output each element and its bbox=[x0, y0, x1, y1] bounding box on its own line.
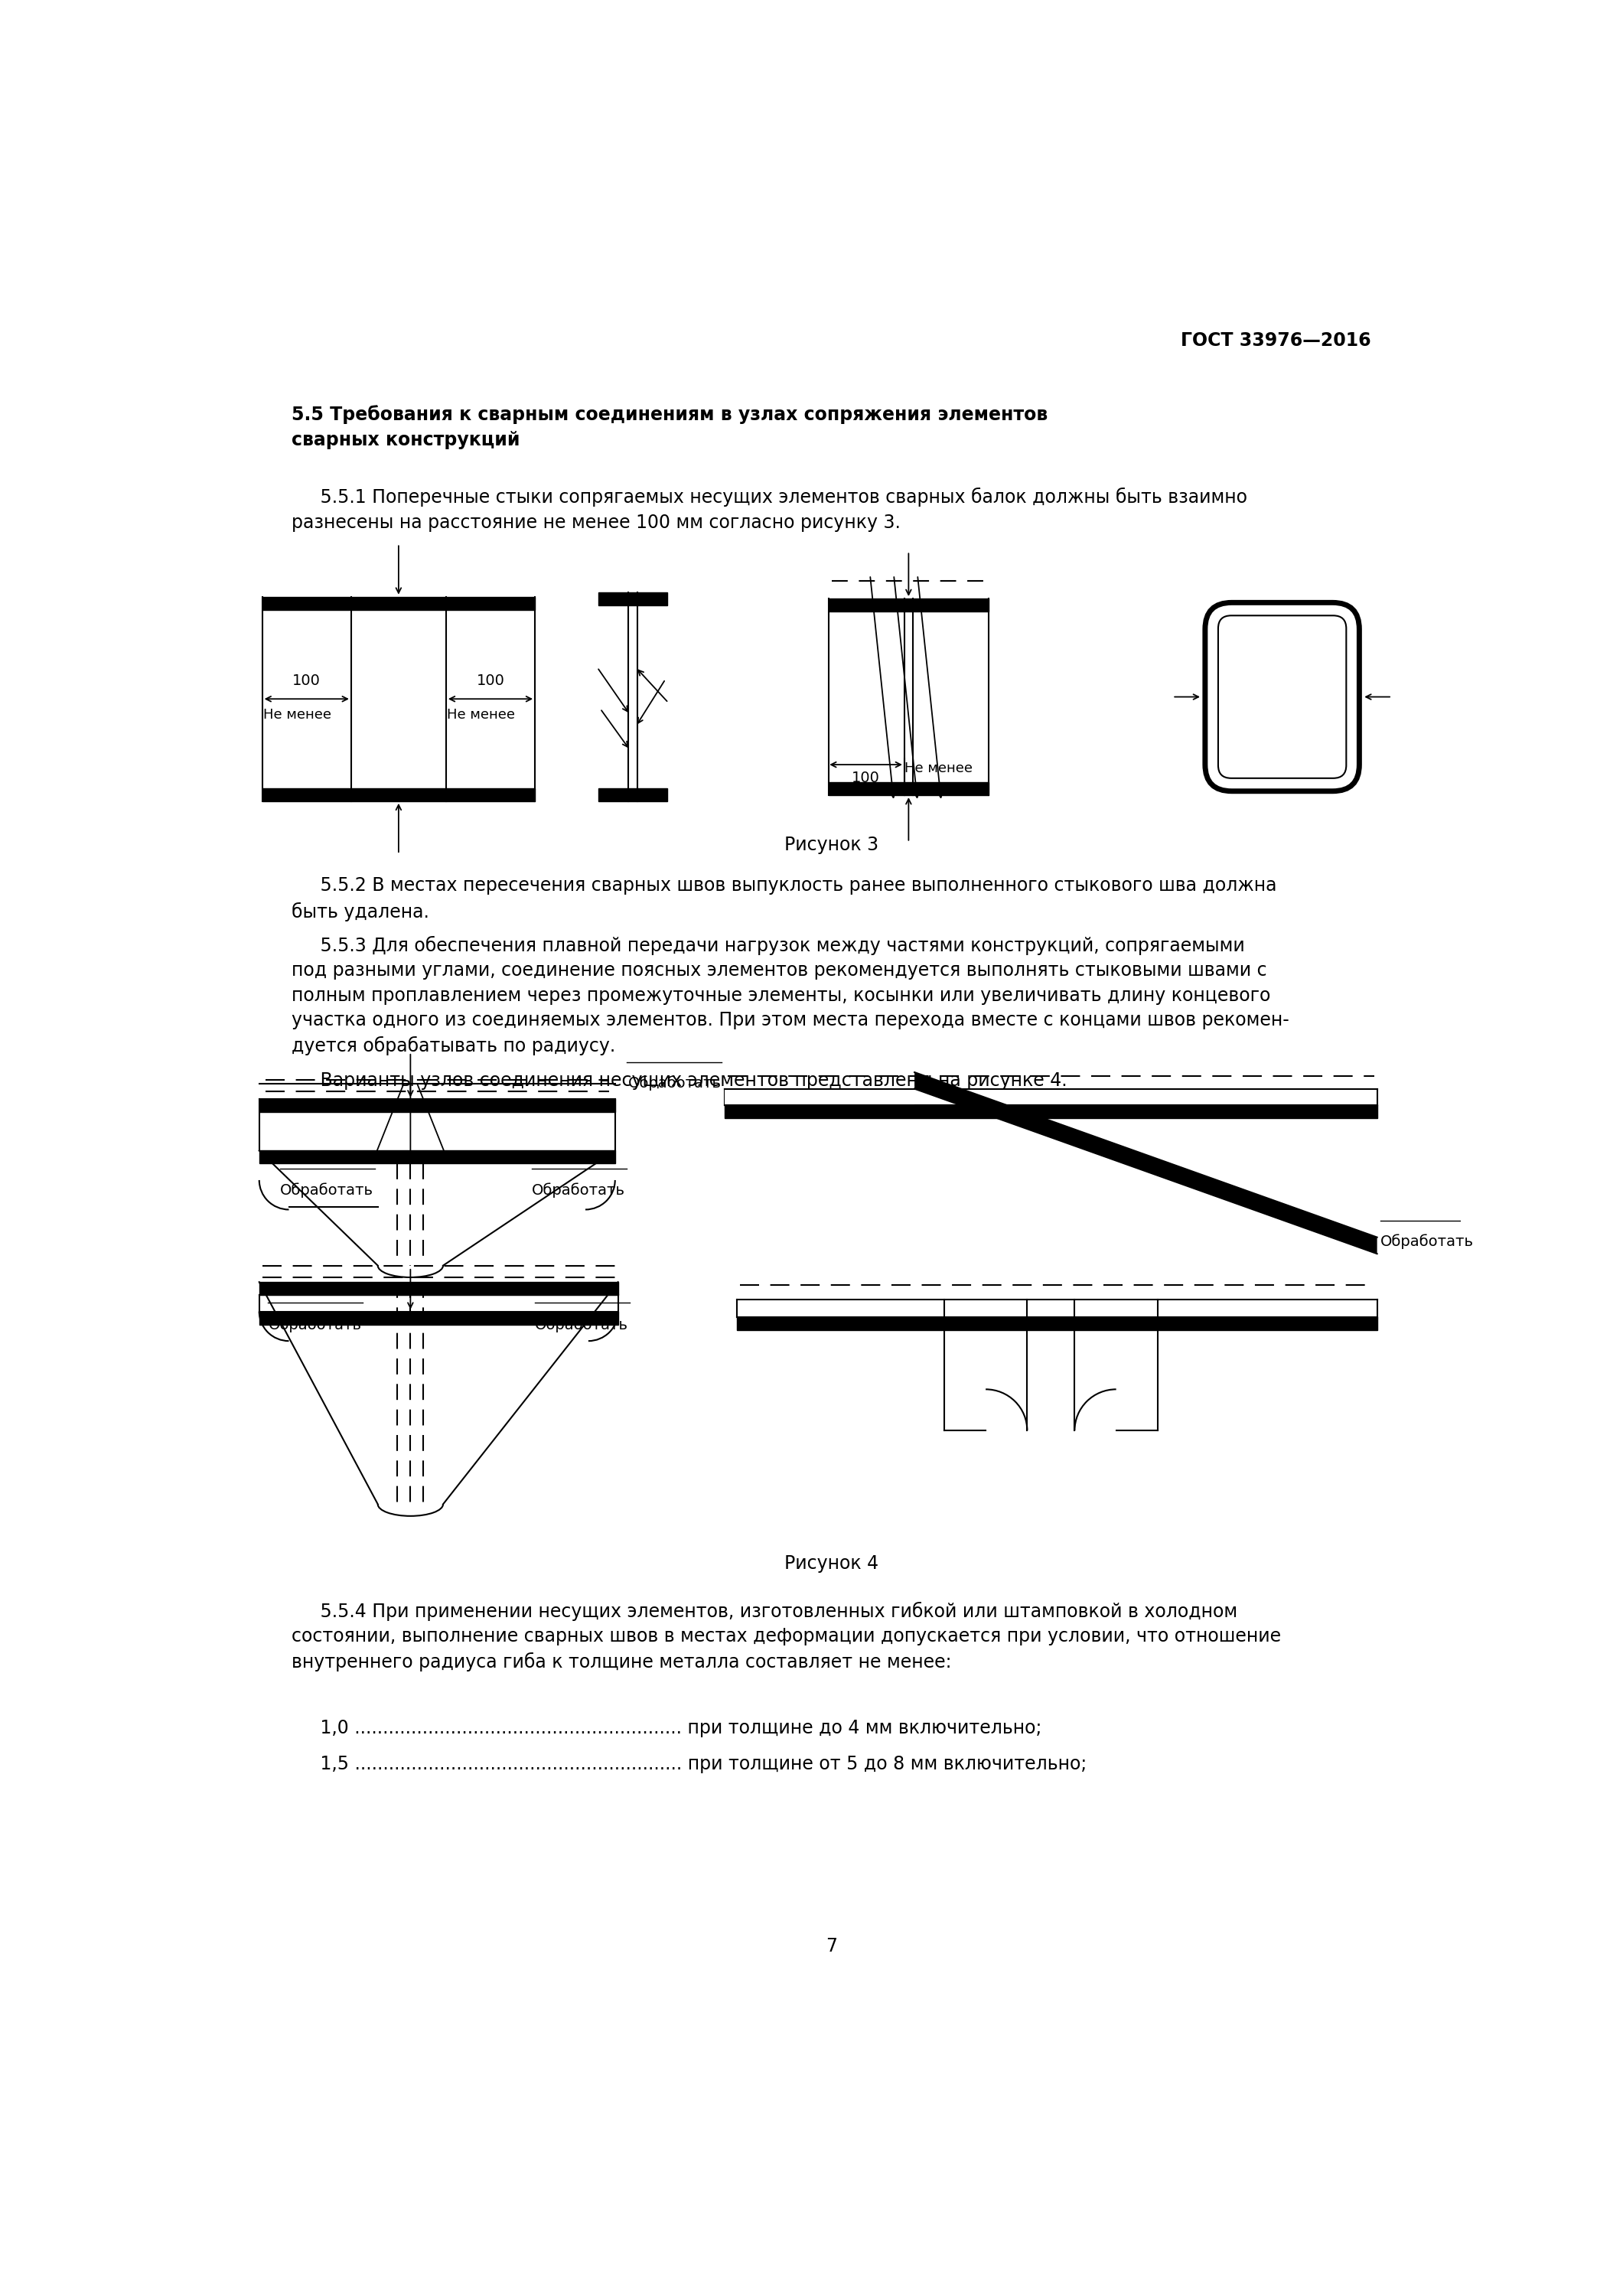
Text: 7: 7 bbox=[826, 1938, 837, 1956]
Text: Рисунок 3: Рисунок 3 bbox=[784, 836, 878, 854]
Bar bbox=[725, 1088, 914, 1104]
Text: 5.5.2 В местах пересечения сварных швов выпуклость ранее выполненного стыкового : 5.5.2 В местах пересечения сварных швов … bbox=[292, 877, 1277, 921]
Text: Обработать: Обработать bbox=[281, 1182, 373, 1199]
Bar bbox=[737, 1318, 1376, 1329]
Text: 5.5 Требования к сварным соединениям в узлах сопряжения элементов
сварных констр: 5.5 Требования к сварным соединениям в у… bbox=[292, 404, 1048, 450]
Bar bbox=[260, 1311, 618, 1325]
Text: Не менее: Не менее bbox=[263, 707, 331, 721]
Polygon shape bbox=[914, 1072, 1376, 1254]
Bar bbox=[263, 788, 536, 801]
FancyBboxPatch shape bbox=[1219, 615, 1345, 778]
Text: ГОСТ 33976—2016: ГОСТ 33976—2016 bbox=[1182, 331, 1371, 349]
FancyBboxPatch shape bbox=[1206, 602, 1360, 792]
Bar bbox=[263, 597, 536, 611]
Bar bbox=[260, 1281, 618, 1295]
Bar bbox=[828, 599, 988, 611]
Text: 100: 100 bbox=[477, 673, 505, 689]
Text: Обработать: Обработать bbox=[268, 1318, 362, 1332]
Text: 5.5.3 Для обеспечения плавной передачи нагрузок между частями конструкций, сопря: 5.5.3 Для обеспечения плавной передачи н… bbox=[292, 934, 1289, 1056]
Text: Обработать: Обработать bbox=[532, 1182, 625, 1199]
Bar bbox=[260, 1150, 615, 1164]
Text: Обработать: Обработать bbox=[536, 1318, 628, 1332]
Text: 5.5.1 Поперечные стыки сопрягаемых несущих элементов сварных балок должны быть в: 5.5.1 Поперечные стыки сопрягаемых несущ… bbox=[292, 487, 1248, 533]
Text: 100: 100 bbox=[852, 771, 880, 785]
Text: Не менее: Не менее bbox=[904, 762, 972, 776]
Text: 1,5 .......................................................... при толщине от 5 : 1,5 ....................................… bbox=[292, 1754, 1087, 1773]
Bar bbox=[725, 1104, 1376, 1118]
Text: Не менее: Не менее bbox=[448, 707, 516, 721]
Bar bbox=[599, 788, 667, 801]
Text: Обработать: Обработать bbox=[628, 1077, 722, 1091]
Text: Обработать: Обработать bbox=[1380, 1235, 1474, 1249]
Bar bbox=[260, 1100, 615, 1111]
Bar bbox=[599, 592, 667, 606]
Bar bbox=[828, 783, 988, 794]
Text: Рисунок 4: Рисунок 4 bbox=[784, 1554, 878, 1573]
Text: 1,0 .......................................................... при толщине до 4 : 1,0 ....................................… bbox=[292, 1720, 1042, 1738]
Text: 100: 100 bbox=[292, 673, 321, 689]
Text: Варианты узлов соединения несущих элементов представлены на рисунке 4.: Варианты узлов соединения несущих элемен… bbox=[292, 1070, 1068, 1091]
Text: 5.5.4 При применении несущих элементов, изготовленных гибкой или штамповкой в хо: 5.5.4 При применении несущих элементов, … bbox=[292, 1603, 1281, 1671]
